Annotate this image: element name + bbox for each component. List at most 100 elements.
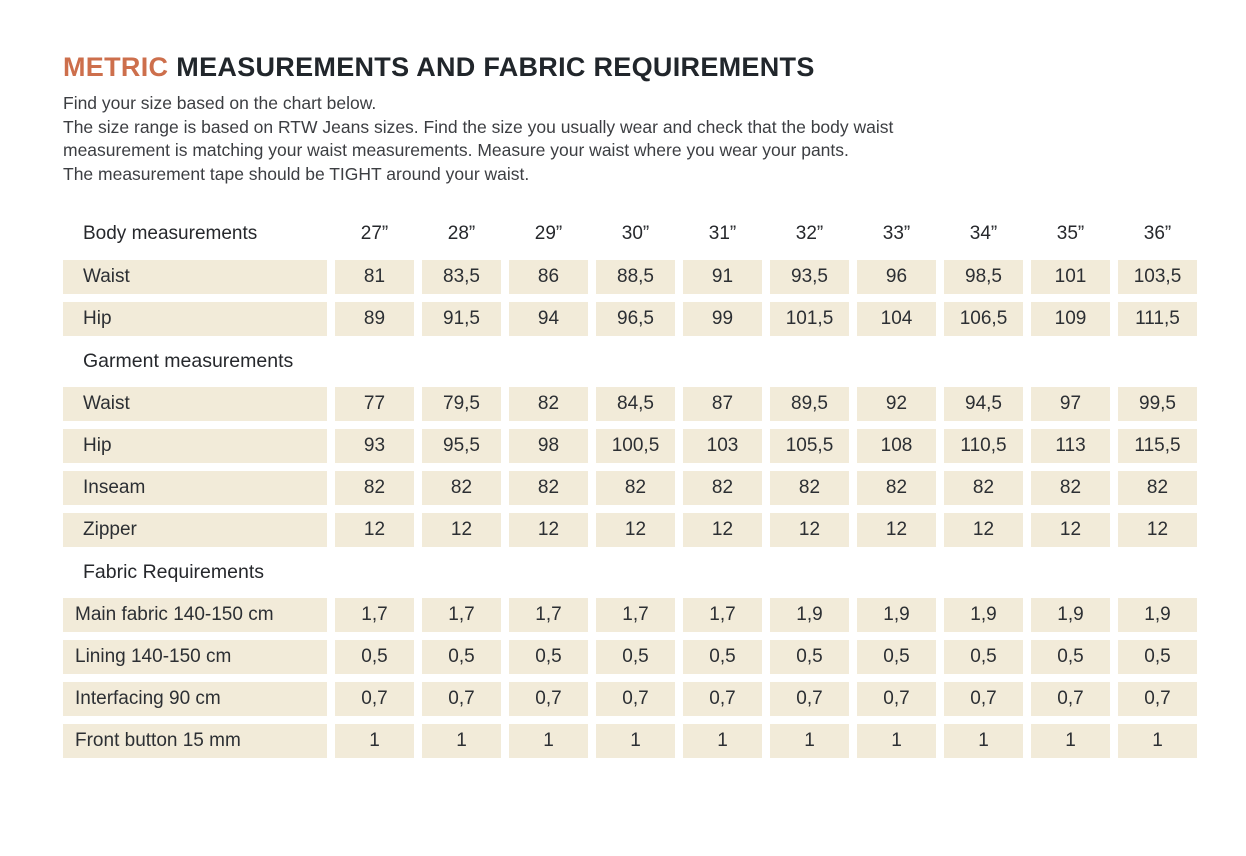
table-header-row: Body measurements 27” 28” 29” 30” 31” 32” 33” 34… <box>63 220 1197 248</box>
table-row: Zipper 12 12 12 12 12 12 12 12 12 12 <box>63 513 1197 547</box>
row-label: Waist <box>63 260 327 294</box>
value-cell: 12 <box>770 513 849 547</box>
value-cell: 89 <box>335 302 414 336</box>
column-header-size: 31” <box>708 223 737 244</box>
value-cell: 91,5 <box>422 302 501 336</box>
value-cell: 1 <box>1118 724 1197 758</box>
value-cell: 1,7 <box>596 598 675 632</box>
value-cell: 0,5 <box>509 640 588 674</box>
value-cell: 12 <box>1118 513 1197 547</box>
value-cell: 0,7 <box>683 682 762 716</box>
value-cell: 103 <box>683 429 762 463</box>
value-cell: 82 <box>1118 471 1197 505</box>
value-cell: 0,5 <box>1118 640 1197 674</box>
intro-line: Find your size based on the chart below. <box>63 93 377 113</box>
column-header-size: 36” <box>1143 223 1172 244</box>
value-cell: 1 <box>335 724 414 758</box>
value-cell: 104 <box>857 302 936 336</box>
page-title-accent: METRIC <box>63 52 169 82</box>
column-header-size: 28” <box>447 223 476 244</box>
value-cell: 12 <box>509 513 588 547</box>
value-cell: 1 <box>770 724 849 758</box>
value-cell: 1,9 <box>857 598 936 632</box>
value-cell: 1,7 <box>422 598 501 632</box>
value-cell: 82 <box>509 387 588 421</box>
value-cell: 1 <box>857 724 936 758</box>
value-cell: 12 <box>857 513 936 547</box>
value-cell: 84,5 <box>596 387 675 421</box>
value-cell: 100,5 <box>596 429 675 463</box>
value-cell: 82 <box>944 471 1023 505</box>
value-cell: 99,5 <box>1118 387 1197 421</box>
column-header-size: 29” <box>534 223 563 244</box>
value-cell: 98 <box>509 429 588 463</box>
value-cell: 0,5 <box>596 640 675 674</box>
value-cell: 79,5 <box>422 387 501 421</box>
value-cell: 82 <box>596 471 675 505</box>
value-cell: 115,5 <box>1118 429 1197 463</box>
value-cell: 12 <box>335 513 414 547</box>
value-cell: 82 <box>335 471 414 505</box>
value-cell: 97 <box>1031 387 1110 421</box>
value-cell: 0,7 <box>857 682 936 716</box>
section-title: Fabric Requirements <box>83 560 264 583</box>
value-cell: 0,7 <box>1118 682 1197 716</box>
value-cell: 12 <box>422 513 501 547</box>
value-cell: 82 <box>857 471 936 505</box>
row-label: Inseam <box>63 471 327 505</box>
value-cell: 0,5 <box>683 640 762 674</box>
value-cell: 0,7 <box>422 682 501 716</box>
value-cell: 93,5 <box>770 260 849 294</box>
value-cell: 109 <box>1031 302 1110 336</box>
value-cell: 82 <box>770 471 849 505</box>
value-cell: 89,5 <box>770 387 849 421</box>
value-cell: 12 <box>944 513 1023 547</box>
size-chart-table: Body measurements 27” 28” 29” 30” 31” 32” 33” 34… <box>63 220 1197 758</box>
value-cell: 91 <box>683 260 762 294</box>
value-cell: 113 <box>1031 429 1110 463</box>
value-cell: 92 <box>857 387 936 421</box>
column-header-size: 35” <box>1056 223 1085 244</box>
value-cell: 1 <box>596 724 675 758</box>
value-cell: 94,5 <box>944 387 1023 421</box>
value-cell: 99 <box>683 302 762 336</box>
value-cell: 103,5 <box>1118 260 1197 294</box>
page-title: METRIC MEASUREMENTS AND FABRIC REQUIREMEN… <box>63 52 1194 83</box>
value-cell: 0,7 <box>335 682 414 716</box>
value-cell: 86 <box>509 260 588 294</box>
value-cell: 0,5 <box>857 640 936 674</box>
value-cell: 1,9 <box>1031 598 1110 632</box>
column-header-size: 30” <box>621 223 650 244</box>
table-row: Main fabric 140-150 cm 1,7 1,7 1,7 1,7 1,7 1,9… <box>63 598 1197 632</box>
value-cell: 0,7 <box>770 682 849 716</box>
value-cell: 94 <box>509 302 588 336</box>
value-cell: 1 <box>1031 724 1110 758</box>
value-cell: 105,5 <box>770 429 849 463</box>
row-label: Lining 140-150 cm <box>63 640 327 674</box>
table-row: Waist 77 79,5 82 84,5 87 89,5 92 94,5 97 99,5 <box>63 387 1197 421</box>
row-label: Zipper <box>63 513 327 547</box>
value-cell: 0,5 <box>422 640 501 674</box>
value-cell: 82 <box>509 471 588 505</box>
value-cell: 106,5 <box>944 302 1023 336</box>
row-label: Hip <box>63 302 327 336</box>
table-row: Hip 93 95,5 98 100,5 103 105,5 108 110,5 113 115,5 <box>63 429 1197 463</box>
value-cell: 0,5 <box>1031 640 1110 674</box>
value-cell: 12 <box>683 513 762 547</box>
page-title-rest: MEASUREMENTS AND FABRIC REQUIREMENTS <box>176 52 815 82</box>
value-cell: 82 <box>683 471 762 505</box>
value-cell: 0,5 <box>770 640 849 674</box>
row-label: Front button 15 mm <box>63 724 327 758</box>
value-cell: 1 <box>422 724 501 758</box>
value-cell: 87 <box>683 387 762 421</box>
value-cell: 0,7 <box>944 682 1023 716</box>
value-cell: 1,9 <box>1118 598 1197 632</box>
section-title: Garment measurements <box>83 349 294 372</box>
intro-line: The size range is based on RTW Jeans siz… <box>63 116 894 137</box>
value-cell: 12 <box>596 513 675 547</box>
intro-line: measurement is matching your waist measu… <box>63 140 849 160</box>
value-cell: 1 <box>944 724 1023 758</box>
value-cell: 77 <box>335 387 414 421</box>
table-row: Hip 89 91,5 94 96,5 99 101,5 104 106,5 109 111,5 <box>63 302 1197 336</box>
